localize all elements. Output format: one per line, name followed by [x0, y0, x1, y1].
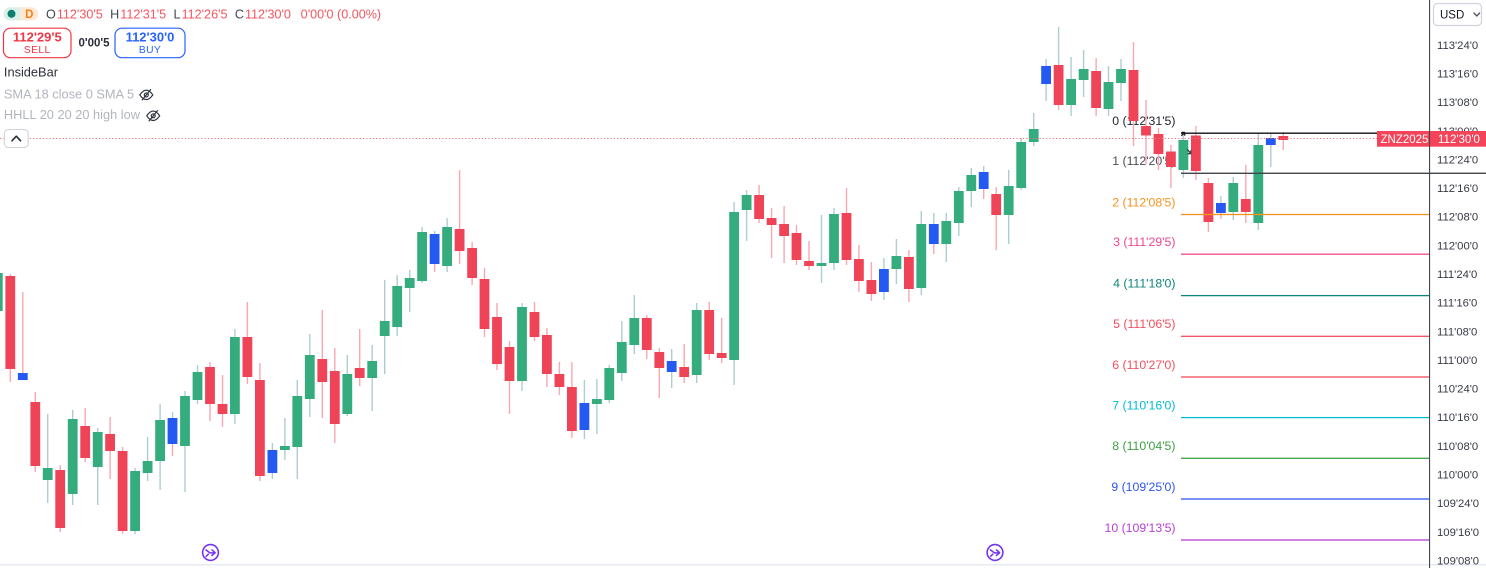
svg-text:113'24'0: 113'24'0 — [1437, 40, 1478, 52]
svg-text:109'24'0: 109'24'0 — [1437, 498, 1479, 510]
svg-text:109'08'0: 109'08'0 — [1437, 556, 1479, 568]
svg-text:112'08'0: 112'08'0 — [1437, 212, 1478, 224]
svg-text:7 (110'16'0): 7 (110'16'0) — [1112, 398, 1175, 412]
svg-text:10 (109'13'5): 10 (109'13'5) — [1104, 521, 1175, 535]
svg-text:9 (109'25'0): 9 (109'25'0) — [1111, 480, 1175, 494]
svg-text:113'08'0: 113'08'0 — [1437, 97, 1478, 109]
svg-text:110'00'0: 110'00'0 — [1437, 470, 1478, 482]
svg-text:O 112'30'5 H 112'31'5 L 112': O 112'30'5 H 112'31'5 L 112'26'5 C 112'3… — [46, 8, 381, 22]
svg-text:8 (110'04'5): 8 (110'04'5) — [1112, 439, 1175, 453]
svg-text:113'16'0: 113'16'0 — [1437, 69, 1478, 81]
svg-text:112'30'0: 112'30'0 — [1438, 134, 1480, 146]
svg-text:111'24'0: 111'24'0 — [1437, 269, 1477, 281]
svg-text:110'16'0: 110'16'0 — [1437, 412, 1478, 424]
svg-text:111'08'0: 111'08'0 — [1437, 326, 1477, 338]
svg-text:112'29'5: 112'29'5 — [13, 29, 62, 44]
svg-text:SMA 18 close 0 SMA 5: SMA 18 close 0 SMA 5 — [4, 86, 134, 101]
svg-text:111'00'0: 111'00'0 — [1437, 355, 1477, 367]
svg-text:3 (111'29'5): 3 (111'29'5) — [1113, 235, 1175, 249]
svg-text:112'00'0: 112'00'0 — [1437, 240, 1478, 252]
svg-text:5 (111'06'5): 5 (111'06'5) — [1113, 317, 1175, 331]
svg-text:USD: USD — [1440, 10, 1464, 22]
svg-text:D: D — [25, 9, 33, 21]
svg-text:111'16'0: 111'16'0 — [1437, 298, 1477, 310]
svg-text:0'00'5: 0'00'5 — [78, 37, 110, 49]
svg-text:BUY: BUY — [139, 45, 161, 56]
svg-text:110'24'0: 110'24'0 — [1437, 384, 1478, 396]
svg-text:SELL: SELL — [24, 45, 51, 56]
svg-text:0 (112'31'5): 0 (112'31'5) — [1112, 114, 1175, 128]
svg-text:4 (111'18'0): 4 (111'18'0) — [1113, 276, 1175, 290]
svg-text:112'16'0: 112'16'0 — [1437, 183, 1478, 195]
svg-text:1 (112'20'5): 1 (112'20'5) — [1112, 154, 1175, 168]
svg-text:109'16'0: 109'16'0 — [1437, 527, 1479, 539]
svg-text:112'24'0: 112'24'0 — [1437, 154, 1478, 166]
svg-text:2 (112'08'5): 2 (112'08'5) — [1112, 195, 1175, 209]
svg-text:110'08'0: 110'08'0 — [1437, 441, 1478, 453]
svg-text:6 (110'27'0): 6 (110'27'0) — [1112, 358, 1175, 372]
svg-text:HHLL 20 20 20 high low: HHLL 20 20 20 high low — [4, 107, 141, 122]
svg-text:ZNZ2025: ZNZ2025 — [1381, 134, 1429, 146]
svg-text:112'30'0: 112'30'0 — [126, 29, 175, 44]
svg-text:InsideBar: InsideBar — [4, 65, 59, 80]
